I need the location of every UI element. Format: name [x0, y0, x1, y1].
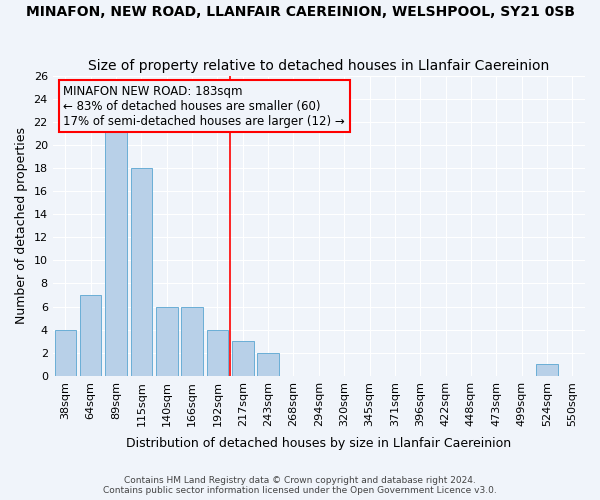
Bar [80, 295, 101, 376]
Text: MINAFON NEW ROAD: 183sqm
← 83% of detached houses are smaller (60)
17% of semi-d: MINAFON NEW ROAD: 183sqm ← 83% of detach… [64, 84, 345, 128]
Title: Size of property relative to detached houses in Llanfair Caereinion: Size of property relative to detached ho… [88, 59, 550, 73]
Bar [55, 330, 76, 376]
Bar [257, 353, 279, 376]
Bar [105, 122, 127, 376]
X-axis label: Distribution of detached houses by size in Llanfair Caereinion: Distribution of detached houses by size … [126, 437, 511, 450]
Bar [206, 330, 228, 376]
Bar [181, 306, 203, 376]
Bar [131, 168, 152, 376]
Y-axis label: Number of detached properties: Number of detached properties [15, 127, 28, 324]
Bar [536, 364, 558, 376]
Text: MINAFON, NEW ROAD, LLANFAIR CAEREINION, WELSHPOOL, SY21 0SB: MINAFON, NEW ROAD, LLANFAIR CAEREINION, … [25, 5, 575, 19]
Bar [156, 306, 178, 376]
Text: Contains HM Land Registry data © Crown copyright and database right 2024.
Contai: Contains HM Land Registry data © Crown c… [103, 476, 497, 495]
Bar [232, 341, 254, 376]
